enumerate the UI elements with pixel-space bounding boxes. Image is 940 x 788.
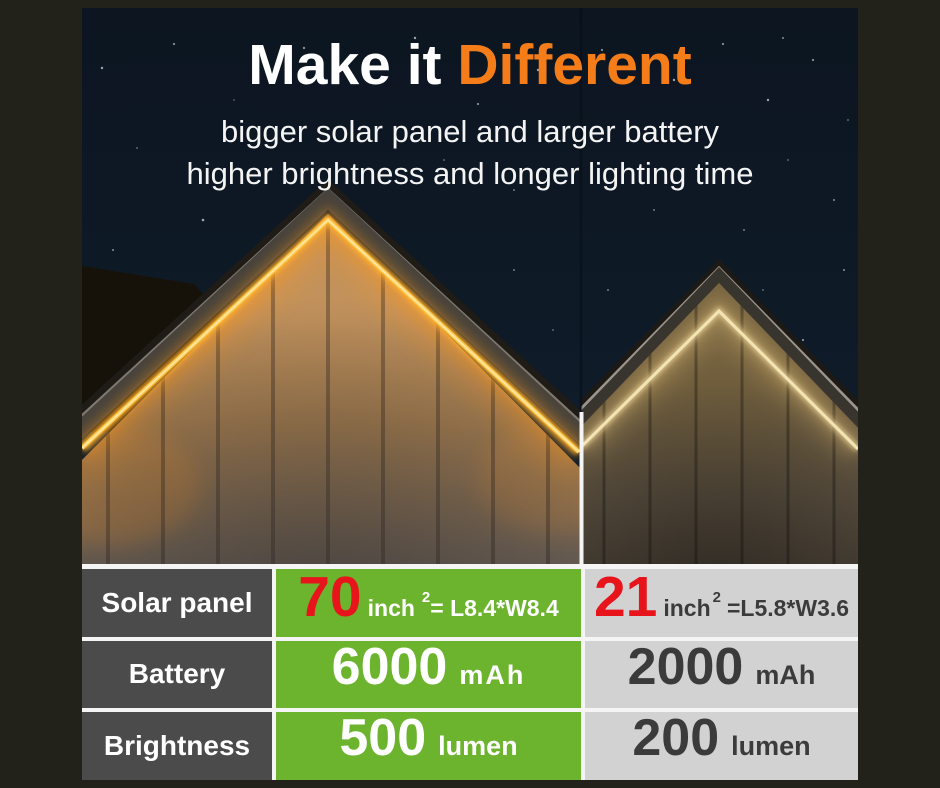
ours-battery-number: 6000: [331, 637, 448, 696]
left-roof-ridge: [82, 179, 581, 421]
ours-battery-value: 6000 mAh: [276, 637, 581, 709]
ours-battery-unit: mAh: [459, 659, 526, 690]
comparison-table: Solar panel 70 inch 2 = L8.4*W8.4 21 inch 2 =L…: [82, 564, 858, 780]
left-roof-fascia: [82, 188, 581, 446]
subheadline: bigger solar panel and larger battery hi…: [82, 111, 858, 194]
ours-solar-panel-superscript: 2: [421, 589, 431, 606]
panel-seam: [579, 8, 583, 412]
theirs-brightness-value: 200 lumen: [585, 712, 858, 780]
ours-solar-panel-unit: inch: [367, 595, 415, 621]
ours-brightness-number: 500: [339, 709, 427, 768]
right-roof-fascia: [581, 267, 858, 428]
subheadline-line-1: bigger solar panel and larger battery: [220, 114, 720, 149]
ours-solar-panel-dimensions: = L8.4*W8.4: [430, 595, 559, 621]
ours-solar-panel-value: 70 inch 2 = L8.4*W8.4: [276, 569, 581, 637]
headline-white-part: Make it: [248, 33, 458, 97]
night-scene-illustration: [82, 8, 858, 780]
headline: Make it Different: [82, 32, 858, 98]
panel-divider: [579, 412, 584, 572]
right-roof-ridge: [581, 259, 858, 408]
theirs-solar-panel-number: 21: [593, 565, 658, 629]
theirs-solar-panel-dimensions: =L5.8*W3.6: [726, 595, 850, 621]
row-label-brightness: Brightness: [82, 712, 272, 780]
subheadline-line-2: higher brightness and longer lighting ti…: [186, 155, 754, 191]
theirs-brightness-number: 200: [632, 709, 720, 768]
theirs-solar-panel-superscript: 2: [712, 589, 721, 606]
ours-brightness-unit: lumen: [438, 731, 518, 762]
ours-brightness-value: 500 lumen: [276, 712, 581, 780]
theirs-battery-unit: mAh: [755, 659, 816, 690]
theirs-solar-panel-value: 21 inch 2 =L5.8*W3.6: [585, 569, 858, 637]
theirs-battery-number: 2000: [627, 637, 744, 696]
ours-solar-panel-number: 70: [298, 565, 362, 629]
row-label-solar-panel: Solar panel: [82, 569, 272, 637]
right-led-strip: [581, 301, 858, 454]
headline-accent-part: Different: [457, 33, 692, 97]
left-house: [82, 179, 581, 628]
ad-canvas: Make it Different bigger solar panel and…: [82, 8, 858, 780]
row-label-battery: Battery: [82, 640, 272, 709]
left-led-strip: [82, 205, 581, 461]
theirs-solar-panel-unit: inch: [663, 595, 711, 621]
theirs-brightness-unit: lumen: [731, 731, 811, 762]
theirs-battery-value: 2000 mAh: [585, 637, 858, 709]
